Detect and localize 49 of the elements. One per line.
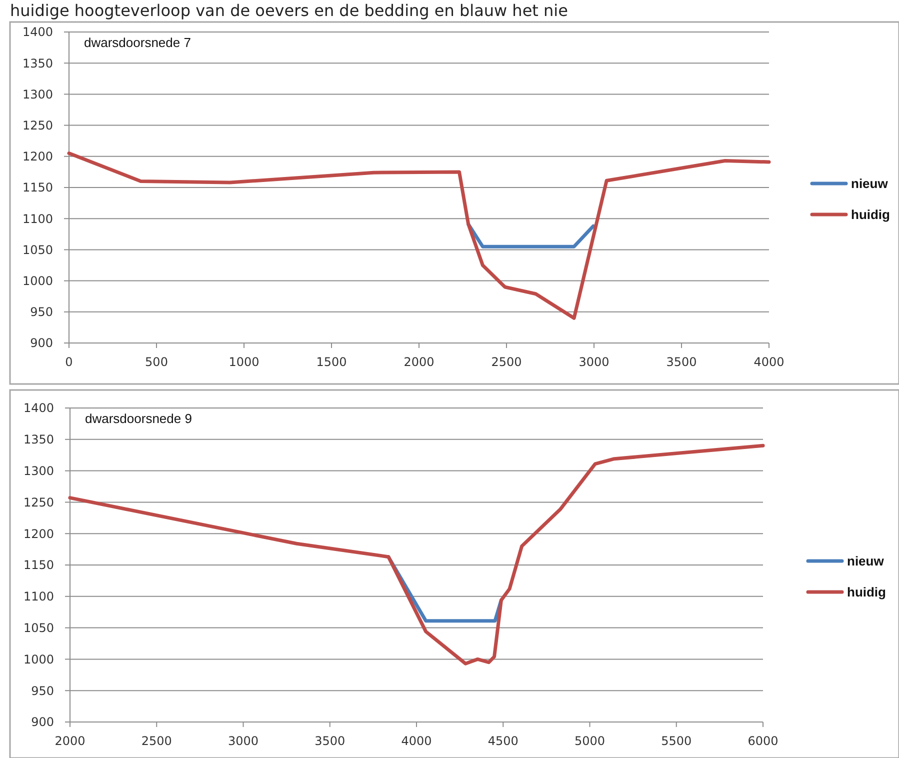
- y-tick-label: 1400: [22, 25, 53, 40]
- line-series: [68, 444, 765, 666]
- chart-title: dwarsdoorsnede 7: [84, 35, 191, 50]
- y-tick-label: 1300: [22, 87, 53, 102]
- line-series: [67, 152, 771, 320]
- x-tick-label: 1500: [316, 355, 347, 369]
- y-tick-label: 950: [31, 684, 54, 698]
- x-tick-label: 2500: [491, 355, 522, 369]
- legend-label: huidig: [847, 584, 886, 600]
- x-tick-label: 3500: [314, 734, 346, 748]
- y-tick-label: 1050: [23, 621, 54, 635]
- y-tick-label: 1250: [23, 495, 54, 510]
- chart-title: dwarsdoorsnede 9: [85, 411, 192, 426]
- x-tick-label: 2000: [404, 355, 434, 369]
- y-tick-label: 1200: [22, 150, 53, 164]
- y-tick-label: 1350: [23, 432, 54, 447]
- y-tick-label: 1300: [23, 464, 54, 478]
- legend-label: huidig: [851, 207, 890, 222]
- y-tick-label: 1200: [23, 526, 54, 541]
- y-tick-label: 1050: [22, 242, 53, 257]
- x-tick-label: 500: [145, 355, 168, 369]
- x-tick-label: 4000: [401, 734, 432, 748]
- x-tick-label: 3000: [228, 734, 259, 748]
- y-tick-label: 1150: [22, 180, 53, 195]
- y-tick-label: 1000: [23, 652, 54, 666]
- legend-label: nieuw: [847, 554, 885, 569]
- x-tick-label: 5500: [661, 734, 692, 748]
- y-tick-label: 1350: [22, 56, 53, 70]
- y-tick-label: 1150: [23, 558, 54, 572]
- x-tick-label: 4000: [754, 355, 784, 369]
- x-tick-label: 3500: [666, 355, 697, 369]
- y-tick-label: 1000: [22, 274, 53, 288]
- text: huidige hoogteverloop van de oevers en de bedding en blauw het nie: [10, 1, 568, 20]
- x-tick-label: 5000: [574, 734, 606, 748]
- y-tick-label: 1250: [22, 118, 53, 132]
- x-tick-label: 2500: [141, 734, 172, 748]
- x-tick-label: 2000: [54, 734, 86, 748]
- x-tick-label: 3000: [578, 355, 610, 369]
- legend-label: nieuw: [851, 176, 889, 192]
- x-tick-label: 6000: [748, 734, 778, 748]
- y-tick-label: 950: [30, 305, 53, 320]
- x-tick-label: 1000: [228, 355, 260, 369]
- x-tick-label: 0: [65, 355, 73, 369]
- x-tick-label: 4500: [488, 734, 518, 748]
- y-tick-label: 1100: [22, 212, 53, 226]
- y-tick-label: 1100: [23, 590, 54, 604]
- y-tick-label: 900: [31, 715, 54, 730]
- y-tick-label: 900: [30, 336, 53, 350]
- y-tick-label: 1400: [23, 401, 54, 416]
